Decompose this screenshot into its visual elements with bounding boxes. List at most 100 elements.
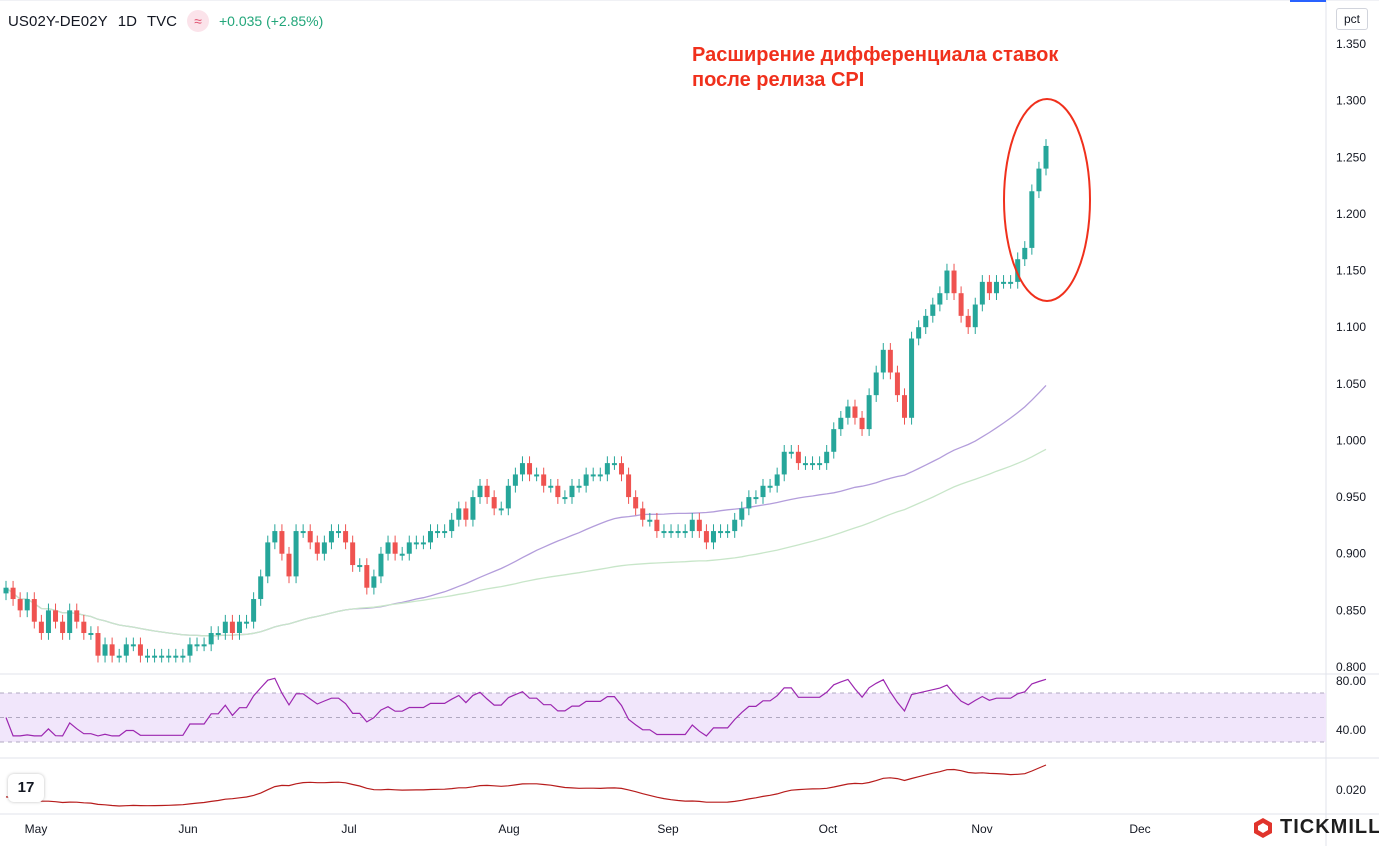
candle-body <box>442 531 448 534</box>
approx-icon[interactable]: ≈ <box>186 10 209 32</box>
candle-body <box>767 485 773 488</box>
tradingview-logo-icon[interactable]: 17 <box>8 774 44 802</box>
time-tick-label: Jul <box>341 822 356 836</box>
time-tick-label: Jun <box>178 822 197 836</box>
candle-body <box>187 644 193 656</box>
candle-body <box>732 519 738 532</box>
candle-body <box>583 474 589 486</box>
candle-body <box>1043 145 1049 169</box>
candle-body <box>307 531 313 543</box>
candle-body <box>569 485 575 498</box>
candle-body <box>817 463 823 466</box>
candle-body <box>159 655 165 658</box>
candle-body <box>810 463 816 466</box>
candle-body <box>392 542 398 554</box>
candle-body <box>498 508 504 511</box>
candle-body <box>300 531 306 534</box>
candle-body <box>958 293 964 316</box>
candle-body <box>1022 247 1028 260</box>
highlight-ellipse <box>1003 98 1091 302</box>
candle-body <box>463 508 469 520</box>
candle-body <box>534 474 540 477</box>
candle-body <box>109 644 115 656</box>
price-tick-label: 1.100 <box>1336 320 1366 334</box>
candle-body <box>576 485 582 488</box>
moving-average-50 <box>5 384 1047 637</box>
candle-body <box>3 587 9 594</box>
candle-body <box>519 463 525 475</box>
candle-body <box>336 531 342 534</box>
time-tick-label: Nov <box>971 822 992 836</box>
candle-body <box>420 542 426 545</box>
candle-body <box>930 304 936 316</box>
candle-body <box>902 395 908 418</box>
candle-body <box>831 429 837 452</box>
candle-body <box>272 531 278 543</box>
candle-body <box>951 270 957 294</box>
candle-body <box>824 451 830 464</box>
candle-body <box>60 621 66 634</box>
candle-body <box>81 621 87 634</box>
price-tick-label: 1.200 <box>1336 207 1366 221</box>
candle-body <box>859 417 865 430</box>
candle-body <box>1036 168 1042 192</box>
candle-body <box>265 542 271 577</box>
candle-body <box>590 474 596 477</box>
price-change: +0.035 (+2.85%) <box>218 13 324 29</box>
price-tick-label: 1.050 <box>1336 377 1366 391</box>
candle-body <box>979 281 985 305</box>
candle-body <box>427 531 433 543</box>
candle-body <box>102 644 108 656</box>
interval-label[interactable]: 1D <box>117 12 137 30</box>
candle-body <box>788 451 794 454</box>
candle-body <box>244 621 250 624</box>
candle-body <box>477 485 483 498</box>
candle-body <box>718 531 724 534</box>
candle-body <box>725 531 731 534</box>
price-tick-label: 0.950 <box>1336 490 1366 504</box>
candle-body <box>739 508 745 520</box>
symbol-label[interactable]: US02Y-DE02Y <box>8 12 108 30</box>
candle-body <box>696 519 702 532</box>
candle-body <box>45 610 51 634</box>
price-tick-label: 1.300 <box>1336 94 1366 108</box>
unit-button[interactable]: pct <box>1336 8 1368 30</box>
candle-body <box>67 610 73 634</box>
candle-body <box>937 293 943 305</box>
candle-body <box>314 542 320 554</box>
price-tick-label: 1.150 <box>1336 264 1366 278</box>
candle-body <box>597 474 603 477</box>
candle-body <box>845 406 851 418</box>
candle-body <box>541 474 547 486</box>
candle-body <box>647 519 653 522</box>
candle-body <box>944 270 950 294</box>
candle-body <box>166 655 172 658</box>
macd-tick-label: 0.020 <box>1336 783 1366 797</box>
candle-body <box>555 485 561 498</box>
candle-body <box>1029 191 1035 248</box>
candle-body <box>343 531 349 543</box>
candle-body <box>1001 281 1007 284</box>
candle-body <box>527 463 533 475</box>
candle-body <box>74 610 80 622</box>
candle-body <box>746 497 752 509</box>
time-tick-label: Dec <box>1129 822 1150 836</box>
candle-body <box>286 553 292 577</box>
candle-body <box>293 531 299 577</box>
candle-body <box>604 463 610 475</box>
candle-body <box>838 417 844 430</box>
price-tick-label: 0.850 <box>1336 603 1366 617</box>
candle-body <box>406 542 412 554</box>
candle-body <box>887 349 893 373</box>
candle-body <box>753 497 759 500</box>
candle-body <box>95 633 101 656</box>
rsi-tick-label: 80.00 <box>1336 674 1366 688</box>
candle-body <box>802 463 808 466</box>
candle-body <box>378 553 384 577</box>
candle-body <box>986 281 992 294</box>
candle-body <box>710 531 716 543</box>
candle-body <box>1015 259 1021 282</box>
candle-body <box>258 576 264 600</box>
candle-body <box>781 451 787 475</box>
